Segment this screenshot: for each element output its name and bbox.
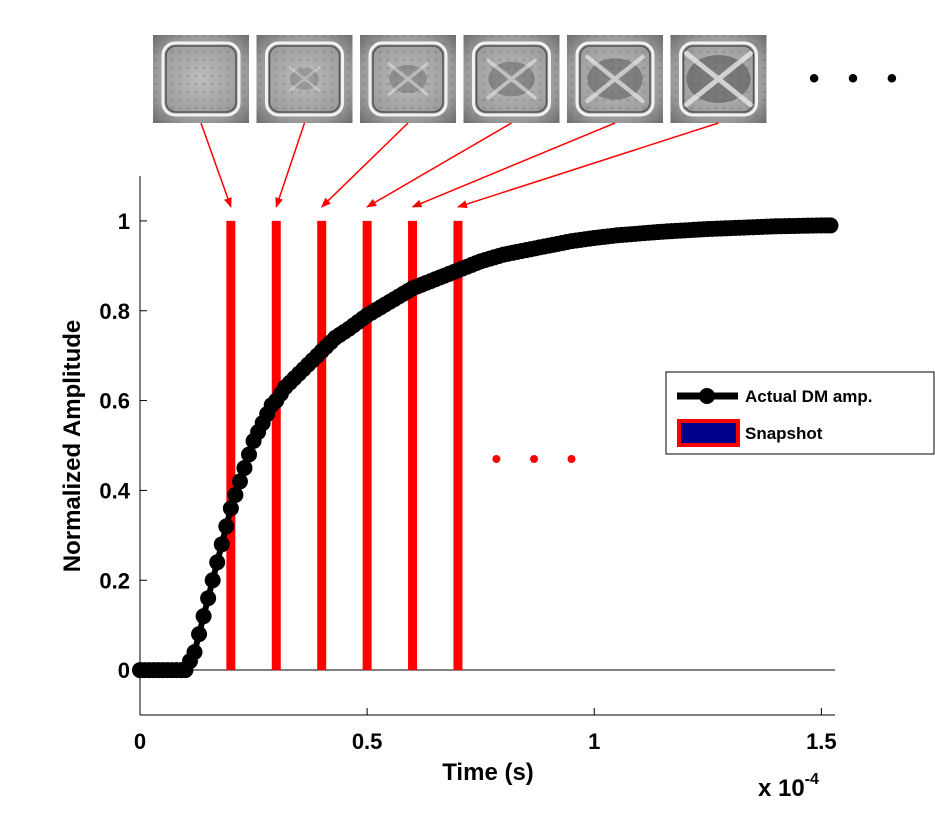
- amplitude-marker: [195, 608, 212, 625]
- snapshot-arrow: [275, 122, 306, 208]
- snapshot-mirror-edge: [575, 41, 655, 117]
- snapshot-mirror-inner: [475, 45, 548, 113]
- snapshot-mirror-inner: [165, 45, 237, 113]
- x-tick-label: 1: [588, 729, 600, 754]
- legend-curve-marker: [699, 388, 715, 404]
- axes: 0 0.5 1 1.5 0 0.2 0.4 0.6 0.8 1: [99, 176, 837, 754]
- snapshot-images: [153, 35, 767, 123]
- continuation-dots: • • •: [492, 443, 587, 474]
- snapshot-mirror-inner: [372, 45, 444, 113]
- snapshot-deformation: [290, 68, 319, 90]
- amplitude-marker: [236, 459, 253, 476]
- amplitude-marker: [241, 446, 258, 463]
- amplitude-marker: [218, 518, 235, 535]
- y-axis-label: Normalized Amplitude: [59, 320, 86, 572]
- snapshot-deformation-lines: [684, 50, 753, 108]
- snapshot-actuator-grid: [153, 35, 249, 123]
- legend: Actual DM amp. Snapshot: [665, 371, 935, 455]
- snapshot-mirror-inner: [579, 45, 651, 113]
- x-tick-label: 0.5: [352, 729, 383, 754]
- snapshot-arrows: [200, 122, 719, 208]
- amplitude-marker: [227, 486, 244, 503]
- snapshot-image: [567, 35, 663, 123]
- snapshot-deformation-lines: [486, 58, 537, 100]
- snapshot-image: [463, 35, 560, 123]
- snapshot-image: [670, 35, 767, 123]
- snapshot-mirror-edge: [472, 41, 551, 117]
- snapshot-mirror-inner: [682, 45, 755, 113]
- legend-snapshot-swatch: [677, 419, 740, 447]
- amplitude-marker: [213, 536, 230, 553]
- y-tick-label: 0.6: [99, 389, 130, 414]
- snapshot-mirror-edge: [265, 41, 344, 117]
- amplitude-marker: [231, 473, 248, 490]
- y-tick-label: 0: [118, 658, 130, 683]
- amplitude-marker: [209, 554, 226, 571]
- snapshot-arrow: [200, 122, 232, 208]
- amplitude-marker: [222, 500, 239, 517]
- y-tick-label: 0.8: [99, 299, 130, 324]
- snapshot-mirror-edge: [161, 41, 241, 117]
- x-scale-multiplier: x 10: [758, 775, 805, 802]
- snapshot-arrow: [320, 122, 409, 208]
- snapshot-image: [256, 35, 353, 123]
- snapshot-bars: [226, 220, 463, 671]
- x-scale-note: x 10-4: [758, 771, 819, 802]
- snapshot-arrow: [366, 122, 512, 208]
- amplitude-marker: [822, 217, 839, 234]
- snapshot-deformation-lines: [288, 66, 321, 92]
- snapshot-deformation-lines: [585, 54, 645, 104]
- x-axis-label: Time (s): [442, 759, 534, 786]
- y-tick-label: 0.2: [99, 568, 130, 593]
- amplitude-marker: [200, 590, 217, 607]
- amplitude-marker: [186, 644, 203, 661]
- amplitude-curve: [132, 217, 839, 679]
- y-tick-label: 1: [118, 209, 130, 234]
- snapshot-arrow: [411, 122, 616, 208]
- y-tick-label: 0.4: [99, 478, 130, 503]
- snapshot-arrow: [457, 122, 719, 208]
- snapshot-image: [360, 35, 456, 123]
- legend-curve-label: Actual DM amp.: [745, 387, 873, 406]
- legend-snapshot-label: Snapshot: [745, 424, 823, 443]
- amplitude-marker: [191, 626, 208, 643]
- snapshot-mirror-edge: [368, 41, 448, 117]
- y-ticks: 0 0.2 0.4 0.6 0.8 1: [99, 209, 147, 683]
- x-ticks: 0 0.5 1 1.5: [134, 708, 837, 754]
- snapshot-image: [153, 35, 249, 123]
- x-tick-label: 0: [134, 729, 146, 754]
- snapshot-more-dots: • • •: [809, 62, 907, 95]
- x-tick-label: 1.5: [806, 729, 837, 754]
- snapshot-deformation-lines: [387, 62, 429, 96]
- x-scale-exponent: -4: [805, 771, 819, 788]
- snapshot-mirror-edge: [679, 41, 758, 117]
- amplitude-marker: [204, 572, 221, 589]
- snapshot-mirror-inner: [268, 45, 341, 113]
